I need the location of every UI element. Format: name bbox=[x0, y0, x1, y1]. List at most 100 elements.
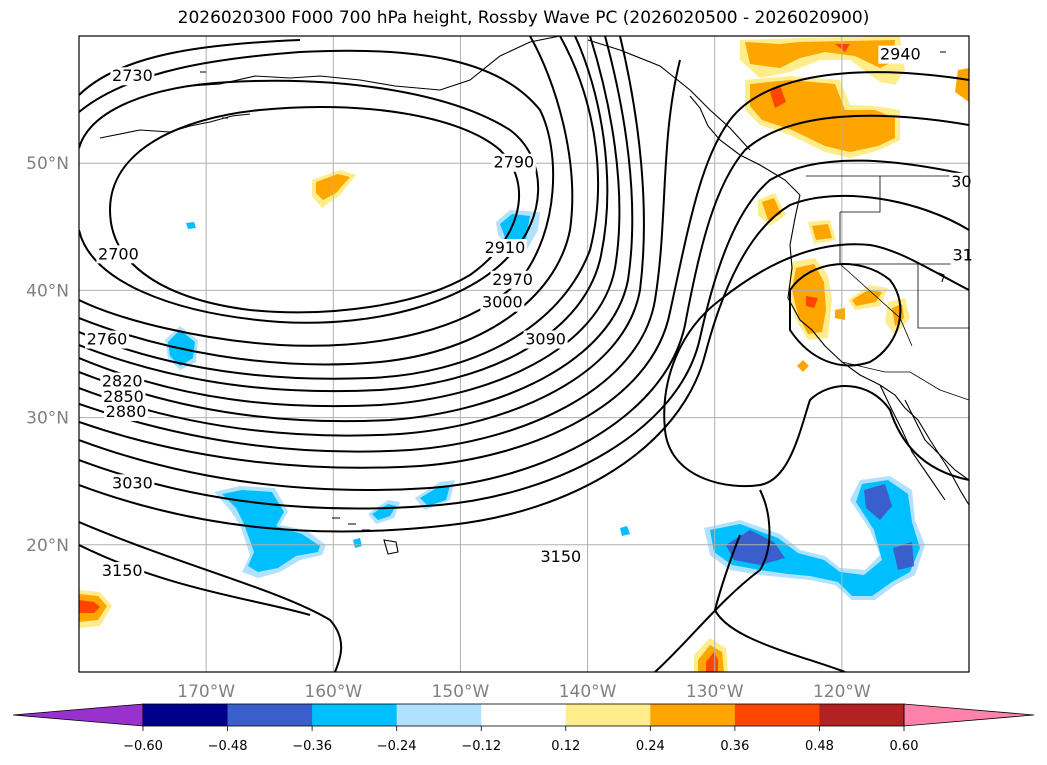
anomaly-positive bbox=[797, 360, 809, 372]
colorbar-tick-label: −0.60 bbox=[123, 739, 163, 754]
contour-label-bg bbox=[110, 474, 155, 493]
colorbar-tick-label: 0.60 bbox=[890, 739, 919, 754]
contour-label: 3090 bbox=[525, 330, 566, 349]
x-tick-label: 120°W bbox=[813, 682, 871, 702]
contour-label-bg bbox=[96, 245, 141, 264]
colorbar-tick-label: 0.48 bbox=[805, 739, 834, 754]
island-hawaii-small bbox=[332, 517, 370, 531]
y-tick-label: 30°N bbox=[26, 409, 69, 429]
anomaly-positive bbox=[835, 44, 850, 52]
anomaly-positive bbox=[812, 224, 832, 240]
colorbar-bin bbox=[227, 704, 313, 726]
colorbar-tick-label: 0.24 bbox=[636, 739, 665, 754]
contour-3030 bbox=[79, 114, 969, 491]
anomaly-negative bbox=[620, 526, 630, 536]
x-tick-label: 170°W bbox=[177, 682, 235, 702]
colorbar-bin bbox=[481, 704, 567, 726]
contour-label-bg bbox=[110, 67, 155, 86]
x-tick-label: 150°W bbox=[432, 682, 490, 702]
anomaly-negative bbox=[864, 484, 892, 520]
x-tick-label: 130°W bbox=[686, 682, 744, 702]
contour-label-bg bbox=[104, 403, 149, 422]
border-states-1 bbox=[840, 176, 881, 213]
contour-3150 bbox=[79, 263, 902, 672]
colorbar-tick-label: 0.36 bbox=[720, 739, 749, 754]
contour-label: 2760 bbox=[87, 330, 128, 349]
colorbar-tick-label: −0.12 bbox=[461, 739, 501, 754]
contour-label-bg bbox=[538, 548, 583, 567]
colorbar-frame bbox=[142, 703, 905, 727]
colorbar-bin bbox=[312, 704, 398, 726]
contour-label-bg bbox=[100, 372, 145, 391]
contour-label: 2790 bbox=[493, 153, 534, 172]
anomaly-positive bbox=[806, 296, 818, 308]
contour-label-bg bbox=[84, 330, 129, 349]
contour-label: 2910 bbox=[485, 238, 526, 257]
contour-3120 bbox=[79, 243, 969, 672]
contour-label: 3030 bbox=[112, 473, 153, 492]
contour-label-bg bbox=[100, 562, 145, 581]
colorbar-bin bbox=[650, 704, 736, 726]
coastline-baja bbox=[879, 384, 946, 501]
anomaly-positive bbox=[852, 290, 882, 306]
contour-2790 bbox=[79, 36, 574, 366]
colorbar-bin bbox=[819, 704, 905, 726]
contour-label: 2820 bbox=[102, 372, 143, 391]
y-tick-label: 40°N bbox=[26, 281, 69, 301]
contour-label-bg bbox=[878, 45, 923, 64]
colorbar-bin bbox=[565, 704, 651, 726]
contour-label-bg bbox=[101, 387, 146, 406]
contour-2730 bbox=[79, 79, 540, 324]
contour-label-bg bbox=[523, 330, 568, 349]
contour-label: 3150 bbox=[541, 547, 582, 566]
border-us-mexico bbox=[841, 361, 969, 401]
anomaly-negative bbox=[353, 538, 362, 548]
anomaly-positive bbox=[770, 85, 786, 108]
coastline-mexico-gulf bbox=[904, 399, 969, 481]
contour-2760 bbox=[79, 49, 555, 347]
contour-label: 31 bbox=[952, 246, 972, 265]
contour-label: 3150 bbox=[102, 561, 143, 580]
contour-3090 bbox=[79, 194, 969, 533]
chart-title: 2026020300 F000 700 hPa height, Rossby W… bbox=[177, 8, 870, 28]
contour-label: 2970 bbox=[492, 270, 533, 289]
y-tick-label: 20°N bbox=[26, 536, 69, 556]
contour-2820 bbox=[79, 36, 599, 380]
anomaly-negative bbox=[893, 542, 914, 570]
contour-label-bg bbox=[949, 172, 974, 191]
coastline-us-west bbox=[787, 194, 969, 506]
contour-label: 3000 bbox=[482, 293, 523, 312]
x-tick-label: 160°W bbox=[304, 682, 362, 702]
anomaly-positive bbox=[745, 40, 895, 68]
anomaly-positive bbox=[835, 308, 845, 320]
anomaly-negative bbox=[420, 486, 450, 506]
coastline-aleutians bbox=[99, 113, 251, 139]
contour-2850 bbox=[79, 36, 609, 393]
x-tick-label: 140°W bbox=[559, 682, 617, 702]
anomaly-positive bbox=[750, 80, 895, 152]
colorbar-tick-label: 0.12 bbox=[551, 739, 580, 754]
height-contours bbox=[79, 36, 969, 672]
contour-3060 bbox=[79, 159, 969, 510]
colorbar-bin bbox=[396, 704, 482, 726]
contour-label: 2880 bbox=[106, 402, 147, 421]
colorbar-tick-label: −0.24 bbox=[377, 739, 417, 754]
contour-label-bg bbox=[482, 238, 527, 257]
contour-2970 bbox=[79, 59, 681, 453]
contour-label: 30 bbox=[951, 172, 971, 191]
anomaly-positive bbox=[955, 68, 969, 102]
plot-frame bbox=[78, 35, 970, 673]
contour-label-bg bbox=[490, 270, 535, 289]
contour-2880 bbox=[79, 36, 621, 408]
contour-2700 bbox=[108, 105, 521, 314]
anomaly-negative bbox=[186, 222, 196, 229]
anomaly-negative bbox=[222, 490, 320, 572]
colorbar: −0.60 −0.48 −0.36 −0.24 −0.12 0.12 0.24 0.36 0.4… bbox=[12, 703, 1035, 754]
island-small-1 bbox=[200, 51, 946, 283]
axis-tick-labels: 170°W 160°W 150°W 140°W 130°W 120°W 20°N 30°N 40… bbox=[26, 154, 871, 702]
coastline-alaska bbox=[189, 36, 561, 91]
coastline-bc bbox=[689, 95, 801, 196]
contour-label-bg bbox=[491, 153, 536, 172]
